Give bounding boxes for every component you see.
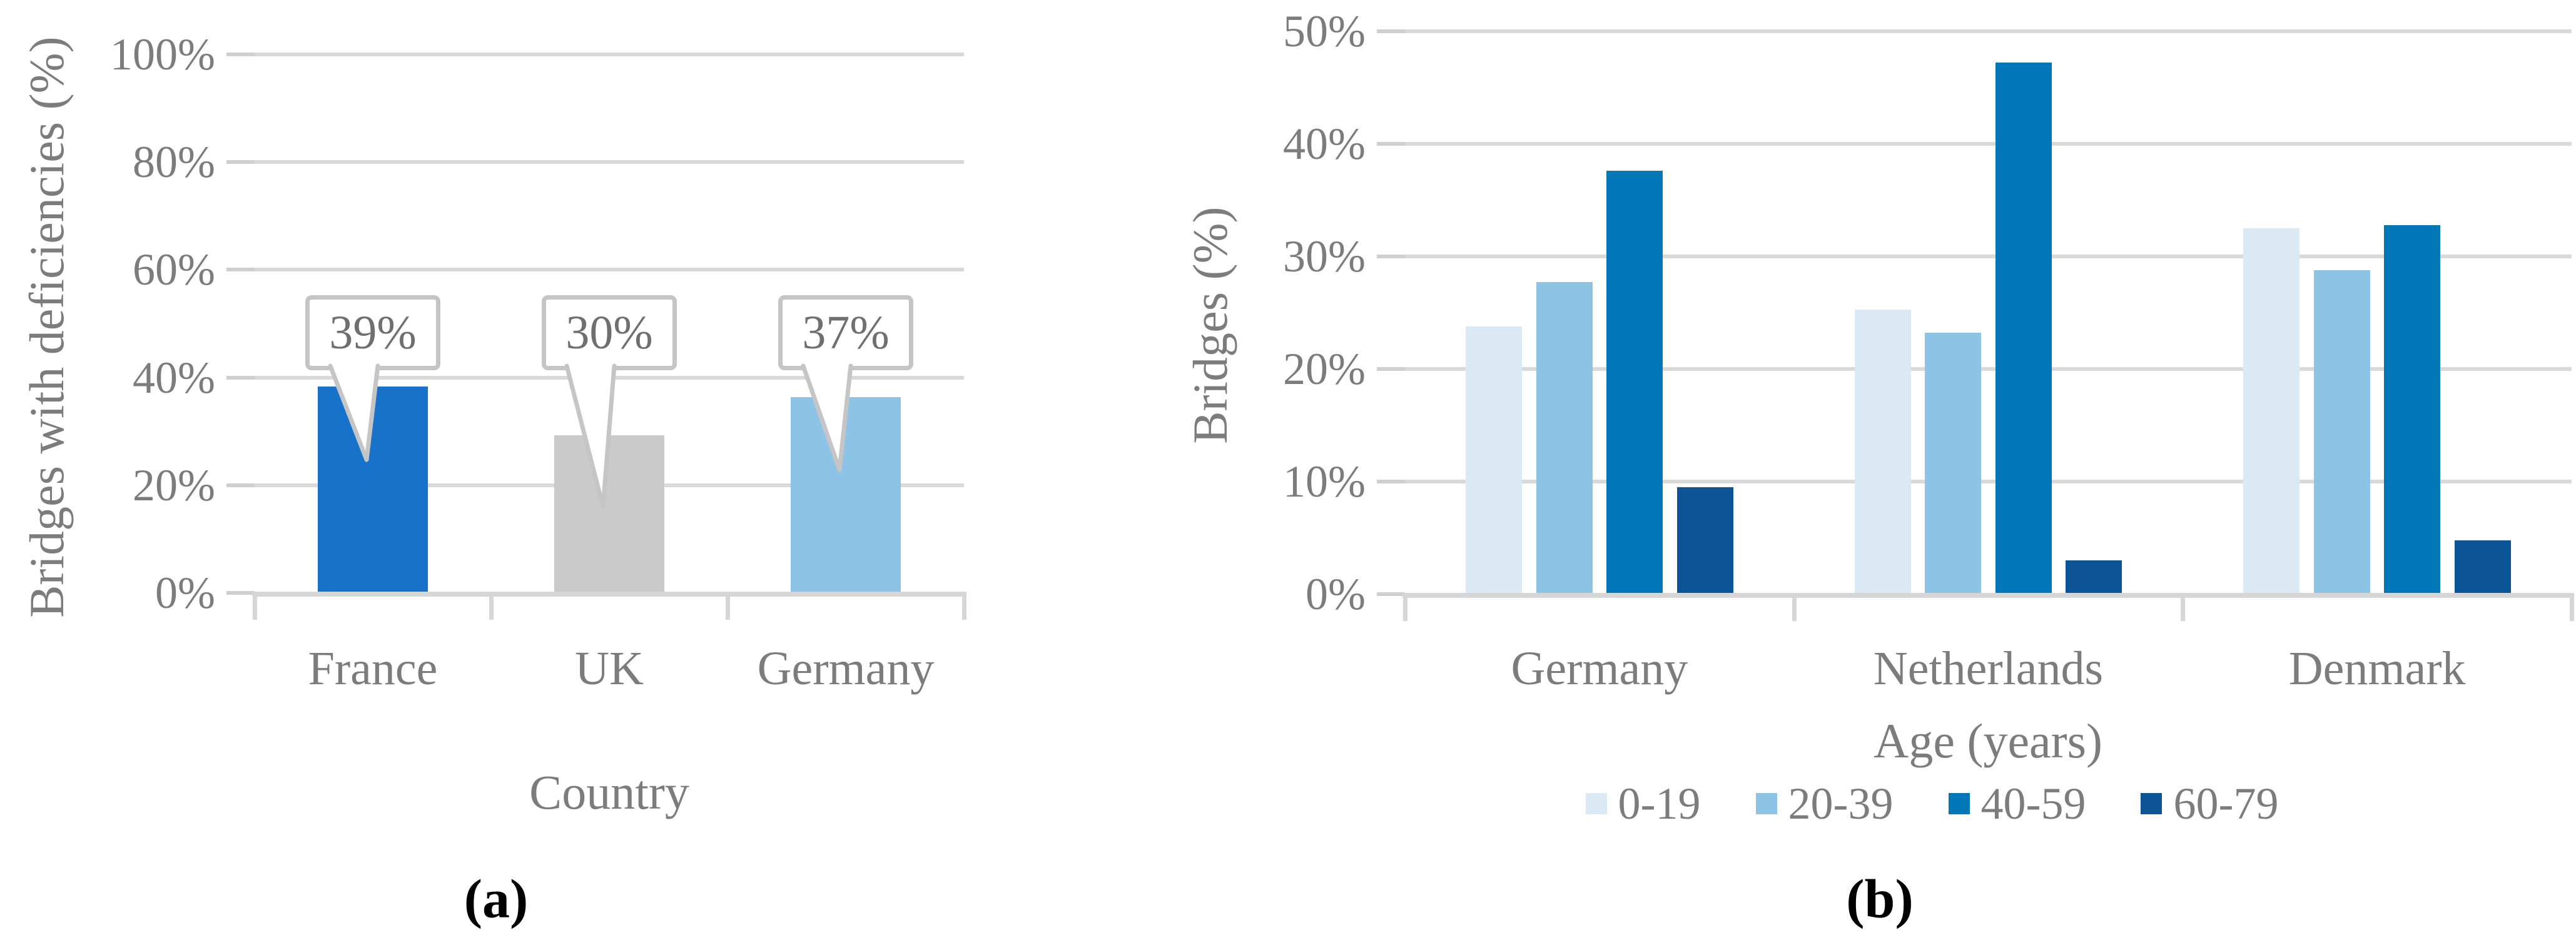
legend-swatch-40-59 — [1948, 793, 1970, 814]
y-tick-label-40%: 40% — [133, 352, 215, 403]
callout-pointer — [564, 363, 617, 509]
x-axis-tick — [962, 597, 966, 620]
chart-b-x-axis-title: Age (years) — [1874, 714, 2102, 768]
y-axis-tick-30% — [1377, 255, 1405, 258]
x-axis-tick — [1403, 598, 1407, 621]
bar-netherlands-0-19 — [1854, 309, 1911, 594]
gridline-60% — [255, 268, 964, 272]
legend-label-20-39: 20-39 — [1788, 779, 1894, 829]
chart-b-legend: 0-19 20-39 40-59 60-79 — [1288, 776, 2576, 832]
x-axis-tick — [2181, 598, 2186, 621]
x-axis-tick — [253, 597, 257, 620]
y-axis-tick-10% — [1377, 480, 1405, 483]
y-tick-label-80%: 80% — [133, 137, 215, 188]
gridline-10% — [1405, 480, 2572, 483]
legend-swatch-60-79 — [2141, 793, 2163, 814]
y-axis-tick-0% — [1377, 592, 1405, 596]
chart-b-caption: (b) — [1846, 869, 1914, 930]
category-label-germany: Germany — [757, 642, 935, 695]
y-tick-label-20%: 20% — [133, 460, 215, 510]
x-axis-line — [252, 592, 966, 597]
legend-label-0-19: 0-19 — [1618, 779, 1701, 829]
bar-denmark-40-59 — [2384, 225, 2441, 594]
bar-netherlands-20-39 — [1925, 333, 1982, 594]
category-label-france: France — [308, 642, 438, 695]
y-tick-label-0%: 0% — [155, 568, 215, 618]
y-tick-label-50%: 50% — [1283, 6, 1366, 56]
x-axis-tick — [1792, 598, 1797, 621]
legend-label-40-59: 40-59 — [1980, 779, 2086, 829]
x-axis-tick — [489, 597, 494, 620]
y-tick-label-40%: 40% — [1283, 119, 1366, 169]
legend-item-60-79: 60-79 — [2141, 776, 2278, 832]
legend-swatch-20-39 — [1755, 793, 1777, 814]
legend-item-40-59: 40-59 — [1948, 776, 2086, 832]
category-label-germany: Germany — [1511, 642, 1688, 695]
category-label-denmark: Denmark — [2288, 642, 2466, 695]
gridline-100% — [255, 53, 964, 56]
y-axis-tick-50% — [1377, 29, 1405, 33]
callout-pointer — [801, 363, 853, 472]
y-axis-tick-80% — [226, 160, 255, 164]
gridline-40% — [1405, 142, 2572, 146]
y-tick-label-10%: 10% — [1283, 457, 1366, 507]
bar-germany-0-19 — [1466, 326, 1523, 594]
x-axis-tick — [2570, 598, 2574, 621]
y-axis-tick-20% — [1377, 367, 1405, 371]
data-label-callout-uk: 30% — [542, 295, 677, 370]
category-label-uk: UK — [575, 642, 644, 695]
bar-netherlands-40-59 — [1995, 63, 2052, 594]
bar-germany-60-79 — [1676, 487, 1733, 594]
bar-germany-40-59 — [1606, 171, 1663, 594]
bar-netherlands-60-79 — [2066, 560, 2122, 594]
y-tick-label-0%: 0% — [1306, 569, 1366, 619]
gridline-80% — [255, 160, 964, 164]
chart-a-caption: (a) — [464, 869, 529, 930]
legend-item-0-19: 0-19 — [1585, 776, 1701, 832]
y-axis-tick-100% — [226, 53, 255, 56]
gridline-50% — [1405, 29, 2572, 33]
y-tick-label-30%: 30% — [1283, 231, 1366, 281]
callout-pointer — [328, 363, 380, 462]
y-axis-tick-40% — [1377, 142, 1405, 146]
y-axis-tick-0% — [226, 591, 255, 595]
bar-denmark-0-19 — [2243, 228, 2300, 594]
y-axis-tick-40% — [226, 375, 255, 380]
bar-germany-20-39 — [1536, 282, 1593, 594]
x-axis-tick — [726, 597, 730, 620]
x-axis-line — [1402, 593, 2574, 598]
bar-denmark-20-39 — [2313, 270, 2370, 594]
legend-label-60-79: 60-79 — [2173, 779, 2279, 829]
bar-uk — [554, 435, 664, 593]
y-tick-label-20%: 20% — [1283, 344, 1366, 394]
y-tick-label-60%: 60% — [133, 245, 215, 295]
bar-denmark-60-79 — [2454, 540, 2511, 594]
y-axis-tick-60% — [226, 268, 255, 272]
gridline-30% — [1405, 255, 2572, 258]
legend-swatch-0-19 — [1585, 793, 1607, 814]
gridline-20% — [1405, 367, 2572, 371]
y-tick-label-100%: 100% — [110, 29, 215, 79]
chart-a-x-axis-title: Country — [529, 765, 689, 819]
y-axis-tick-20% — [226, 483, 255, 487]
legend-item-20-39: 20-39 — [1755, 776, 1894, 832]
category-label-netherlands: Netherlands — [1873, 642, 2104, 695]
data-label-callout-germany: 37% — [778, 295, 913, 370]
